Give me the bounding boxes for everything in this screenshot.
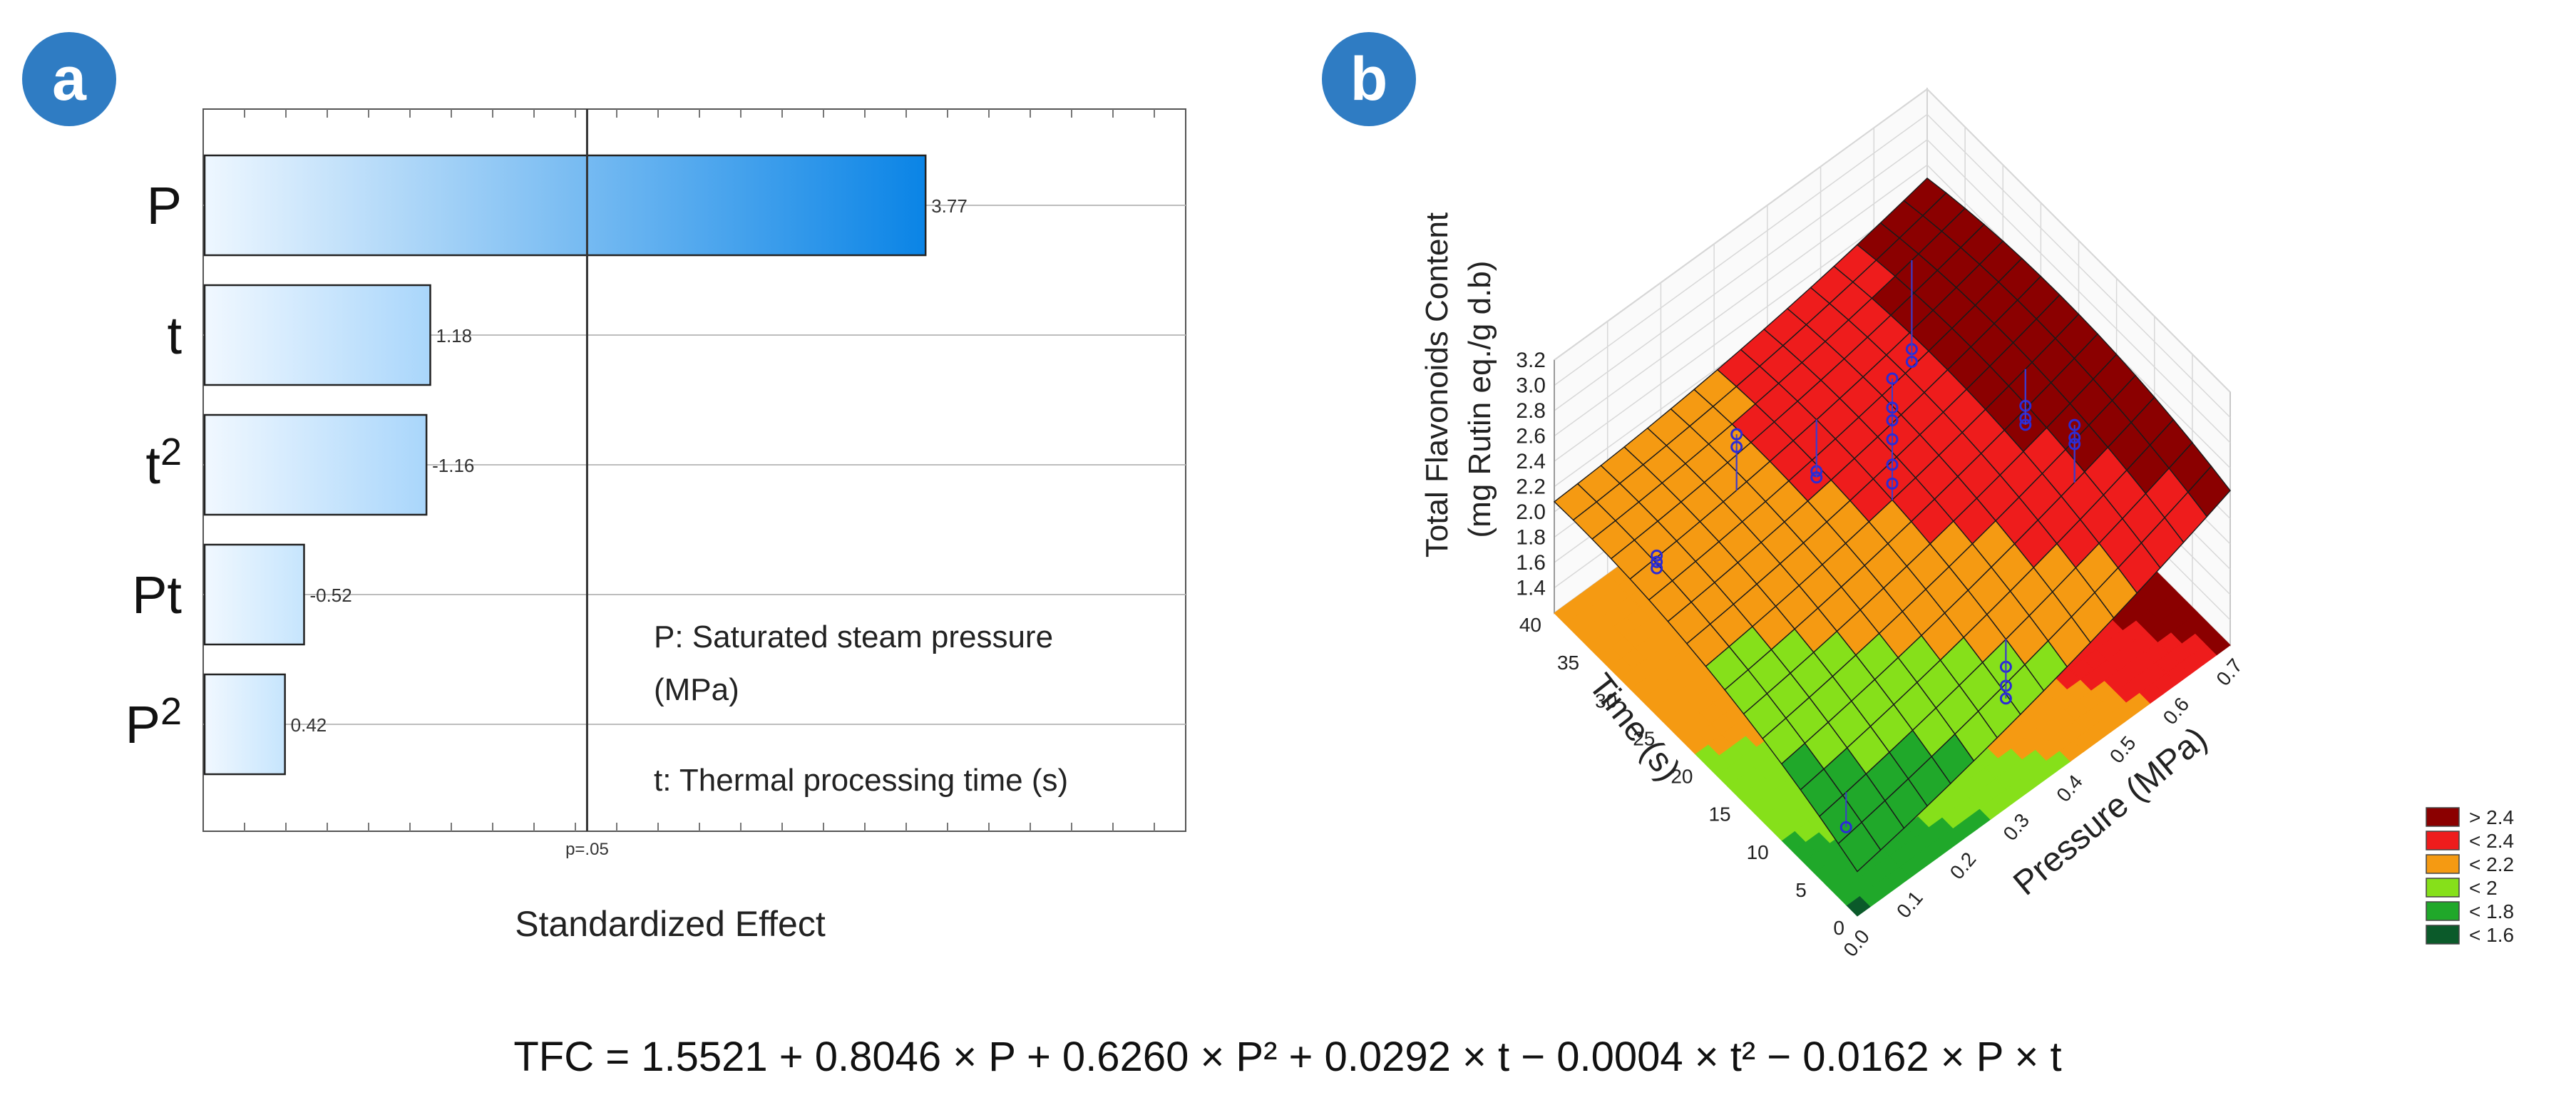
pareto-category-label: Pt <box>132 565 182 625</box>
observed-point <box>1730 441 1743 453</box>
observed-point <box>2019 418 2032 431</box>
y-tick-label: 25 <box>1633 727 1655 749</box>
x-tick-label: 0.2 <box>1946 848 1981 883</box>
pareto-bar <box>203 413 428 516</box>
pareto-value-label: 0.42 <box>291 714 327 736</box>
experimental-points <box>1651 260 2081 833</box>
observed-point <box>1810 471 1823 484</box>
x-tick-label: 0.7 <box>2212 654 2247 690</box>
z-tick-label: 2.6 <box>1516 425 1546 448</box>
observed-point <box>1999 692 2012 705</box>
z-tick-label: 2.8 <box>1516 399 1546 423</box>
pareto-bar <box>203 284 431 386</box>
legend-swatch <box>2426 807 2460 827</box>
y-tick-label: 0 <box>1833 917 1844 939</box>
pareto-bar <box>203 154 927 257</box>
legend-swatch <box>2426 925 2460 945</box>
observed-point <box>1839 821 1852 833</box>
z-tick-label: 3.2 <box>1516 349 1546 372</box>
surface-cell <box>1837 821 1882 873</box>
z-tick-label: 2.4 <box>1516 450 1546 473</box>
legend-label: < 1.6 <box>2469 924 2514 946</box>
model-equation: TFC = 1.5521 + 0.8046 × P + 0.6260 × P² … <box>513 1034 2061 1080</box>
legend-pressure-unit: (MPa) <box>654 672 739 707</box>
pareto-value-label: -1.16 <box>432 455 474 476</box>
observed-point <box>1651 562 1663 575</box>
legend-label: < 2 <box>2469 877 2498 899</box>
panel-b-badge-label: b <box>1350 45 1388 113</box>
y-tick-label: 40 <box>1519 614 1541 636</box>
observed-point <box>1886 414 1899 427</box>
pareto-category-label: t2 <box>145 431 182 495</box>
observed-point <box>2068 418 2081 431</box>
legend-swatch <box>2426 854 2460 874</box>
y-tick-label: 5 <box>1795 879 1807 901</box>
pareto-category-label: P <box>147 176 182 235</box>
observed-point <box>1886 458 1899 471</box>
pareto-category-label: t <box>167 306 182 365</box>
legend-swatch <box>2426 831 2460 850</box>
legend-pressure: P: Saturated steam pressure <box>654 620 1053 654</box>
observed-point <box>1886 401 1899 414</box>
z-axis-label-line2: (mg Rutin eq./g d.b) <box>1462 261 1497 538</box>
panel-a-badge <box>22 32 116 126</box>
pareto-bar <box>203 673 286 776</box>
pareto-value-label: 1.18 <box>436 325 473 346</box>
observed-point <box>1886 433 1899 446</box>
observed-point <box>1905 356 1918 369</box>
y-tick-label: 15 <box>1708 803 1730 826</box>
pareto-bar <box>203 543 305 646</box>
surface-legend: > 2.4< 2.4< 2.2< 2< 1.8< 1.6 <box>2426 806 2514 946</box>
observed-point <box>1730 428 1743 441</box>
y-tick-label: 30 <box>1595 689 1617 711</box>
z-tick-label: 1.4 <box>1516 577 1546 600</box>
pareto-bars: 3.77 P 1.18 t -1.16 t2 -0.52 Pt 0.42 P2 <box>125 154 968 776</box>
pareto-category-label: P2 <box>125 690 182 754</box>
y-tick-label: 10 <box>1747 841 1769 863</box>
x-tick-label: 0.3 <box>1998 809 2033 845</box>
y-tick-label: 35 <box>1557 652 1579 674</box>
pareto-value-label: 3.77 <box>931 195 968 217</box>
legend-swatch <box>2426 878 2460 898</box>
x-axis-label: Standardized Effect <box>515 904 826 944</box>
legend-label: > 2.4 <box>2469 806 2514 828</box>
observed-point <box>2068 431 2081 444</box>
z-tick-label: 2.0 <box>1516 500 1546 524</box>
legend-label: < 1.8 <box>2469 900 2514 922</box>
legend-swatch <box>2426 901 2460 921</box>
z-axis-label-line1: Total Flavonoids Content <box>1420 212 1454 557</box>
panel-b-badge <box>1322 32 1416 126</box>
significance-line-label: p=.05 <box>565 840 609 859</box>
x-tick-label: 0.4 <box>2052 771 2087 806</box>
z-tick-label: 2.2 <box>1516 476 1546 499</box>
legend-label: < 2.2 <box>2469 853 2514 875</box>
z-tick-label: 1.8 <box>1516 526 1546 550</box>
panel-a: a 3.77 P 1.18 t -1.16 t2 -0.52 Pt 0.42 P2 p=.05 P… <box>22 32 1186 944</box>
legend-time: t: Thermal processing time (s) <box>654 763 1068 798</box>
panel-b: b 3.23.02.82.62.42.22.01.81.61.40.00.10.… <box>1322 32 2514 961</box>
observed-point <box>1886 477 1899 490</box>
x-tick-label: 0.5 <box>2105 732 2140 768</box>
x-tick-label: 0.1 <box>1892 887 1927 922</box>
pareto-value-label: -0.52 <box>309 585 351 606</box>
panel-a-badge-label: a <box>52 45 87 113</box>
pareto-tick-marks <box>244 109 1155 831</box>
z-tick-label: 1.6 <box>1516 551 1546 575</box>
observed-point <box>2068 438 2081 451</box>
observed-point <box>1886 372 1899 385</box>
y-tick-label: 20 <box>1671 766 1693 788</box>
legend-label: < 2.4 <box>2469 830 2514 852</box>
z-tick-label: 3.0 <box>1516 374 1546 398</box>
